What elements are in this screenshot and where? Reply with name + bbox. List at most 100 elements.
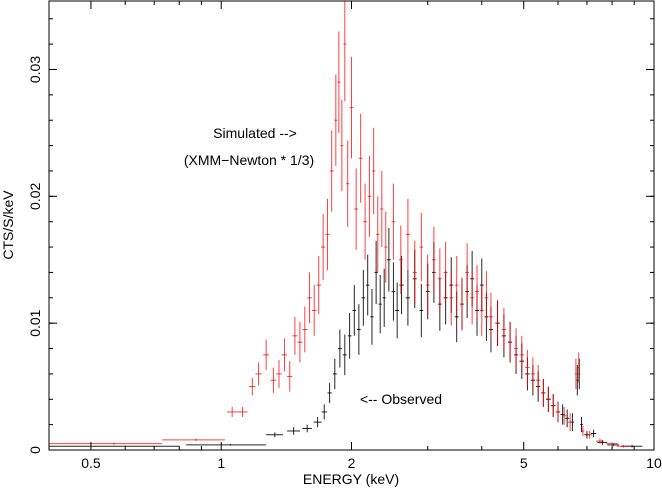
data-point [302, 424, 312, 433]
data-point [287, 361, 293, 392]
y-tick-label: 0.02 [27, 182, 43, 209]
data-point [380, 170, 384, 248]
x-tick-label: 2 [348, 455, 356, 471]
data-point [596, 438, 604, 444]
data-point [581, 425, 585, 437]
data-point [391, 262, 396, 321]
data-point [349, 56, 354, 159]
data-point [316, 255, 321, 315]
y-tick-label: 0 [27, 446, 43, 454]
data-point [555, 401, 561, 423]
annotation-xmm-newton: (XMM−Newton * 1/3) [184, 152, 314, 168]
data-point [395, 282, 399, 339]
data-point [541, 378, 546, 407]
data-point [297, 321, 303, 363]
data-point [419, 212, 424, 282]
data-point [386, 228, 391, 292]
data-point [361, 269, 366, 326]
x-tick-label: 10 [646, 455, 662, 471]
data-point [342, 334, 347, 376]
data-point [575, 358, 577, 390]
data-point [263, 339, 270, 371]
data-point [606, 442, 618, 445]
data-point [550, 394, 556, 418]
data-point [536, 365, 541, 396]
data-point [332, 358, 337, 390]
data-point [484, 271, 489, 325]
data-point [384, 211, 388, 283]
data-point [378, 274, 382, 334]
data-point [577, 352, 580, 383]
data-point [365, 254, 370, 316]
data-point [325, 198, 330, 270]
data-point [237, 406, 248, 418]
data-point [281, 338, 288, 372]
data-point [501, 307, 506, 352]
data-point [370, 288, 374, 345]
data-point [249, 377, 256, 396]
data-point [475, 264, 479, 319]
data-point [405, 198, 410, 270]
data-point [562, 406, 567, 425]
data-point [449, 269, 454, 326]
data-point [454, 255, 459, 315]
data-point [432, 226, 436, 293]
data-point [479, 285, 484, 336]
annotation-simulated: Simulated --> [213, 125, 297, 141]
data-point [419, 283, 424, 338]
data-point [292, 316, 298, 355]
data-point [374, 240, 378, 305]
data-point [49, 445, 180, 447]
data-point [367, 155, 372, 237]
data-point [266, 432, 284, 438]
data-point [311, 285, 317, 336]
data-point [313, 417, 322, 428]
data-point [443, 241, 448, 303]
data-point [346, 140, 350, 227]
data-point [329, 130, 334, 212]
data-point [514, 328, 518, 369]
data-point [49, 442, 163, 445]
data-point [162, 438, 225, 442]
data-point [270, 367, 277, 393]
data-point [586, 430, 593, 439]
x-tick-label: 5 [520, 455, 528, 471]
data-point [226, 406, 238, 418]
data-point [597, 439, 608, 445]
data-point [255, 362, 262, 386]
annotation-observed: <-- Observed [360, 391, 442, 407]
x-tick-label: 0.5 [81, 455, 101, 471]
data-point [302, 306, 308, 353]
data-point [465, 243, 469, 302]
data-point [438, 248, 442, 310]
data-point [358, 113, 363, 203]
data-point [405, 269, 410, 326]
data-point [307, 272, 312, 324]
y-tick-label: 0.01 [27, 309, 43, 336]
data-point [186, 444, 267, 446]
data-point [398, 225, 403, 294]
data-point [519, 335, 525, 374]
data-point [470, 271, 475, 325]
y-axis-label: CTS/S/keV [0, 190, 16, 260]
x-tick-label: 1 [217, 455, 225, 471]
data-point [568, 413, 573, 431]
y-tick-label: 0.03 [27, 56, 43, 83]
data-point [376, 196, 380, 273]
data-point [363, 183, 367, 260]
data-point [590, 429, 597, 438]
axes: 0.5 1 2 5 10 0 0.01 0.02 0.03 [27, 0, 662, 471]
data-point [337, 329, 342, 368]
data-point [340, 99, 344, 192]
data-point [321, 404, 327, 420]
data-point [276, 359, 282, 388]
data-point [488, 292, 493, 341]
series-1 [49, 1, 630, 448]
data-point [495, 300, 500, 346]
data-point [320, 214, 326, 281]
data-point [525, 349, 530, 386]
data-point [460, 277, 464, 331]
data-point [391, 183, 396, 260]
data-point [287, 427, 300, 435]
